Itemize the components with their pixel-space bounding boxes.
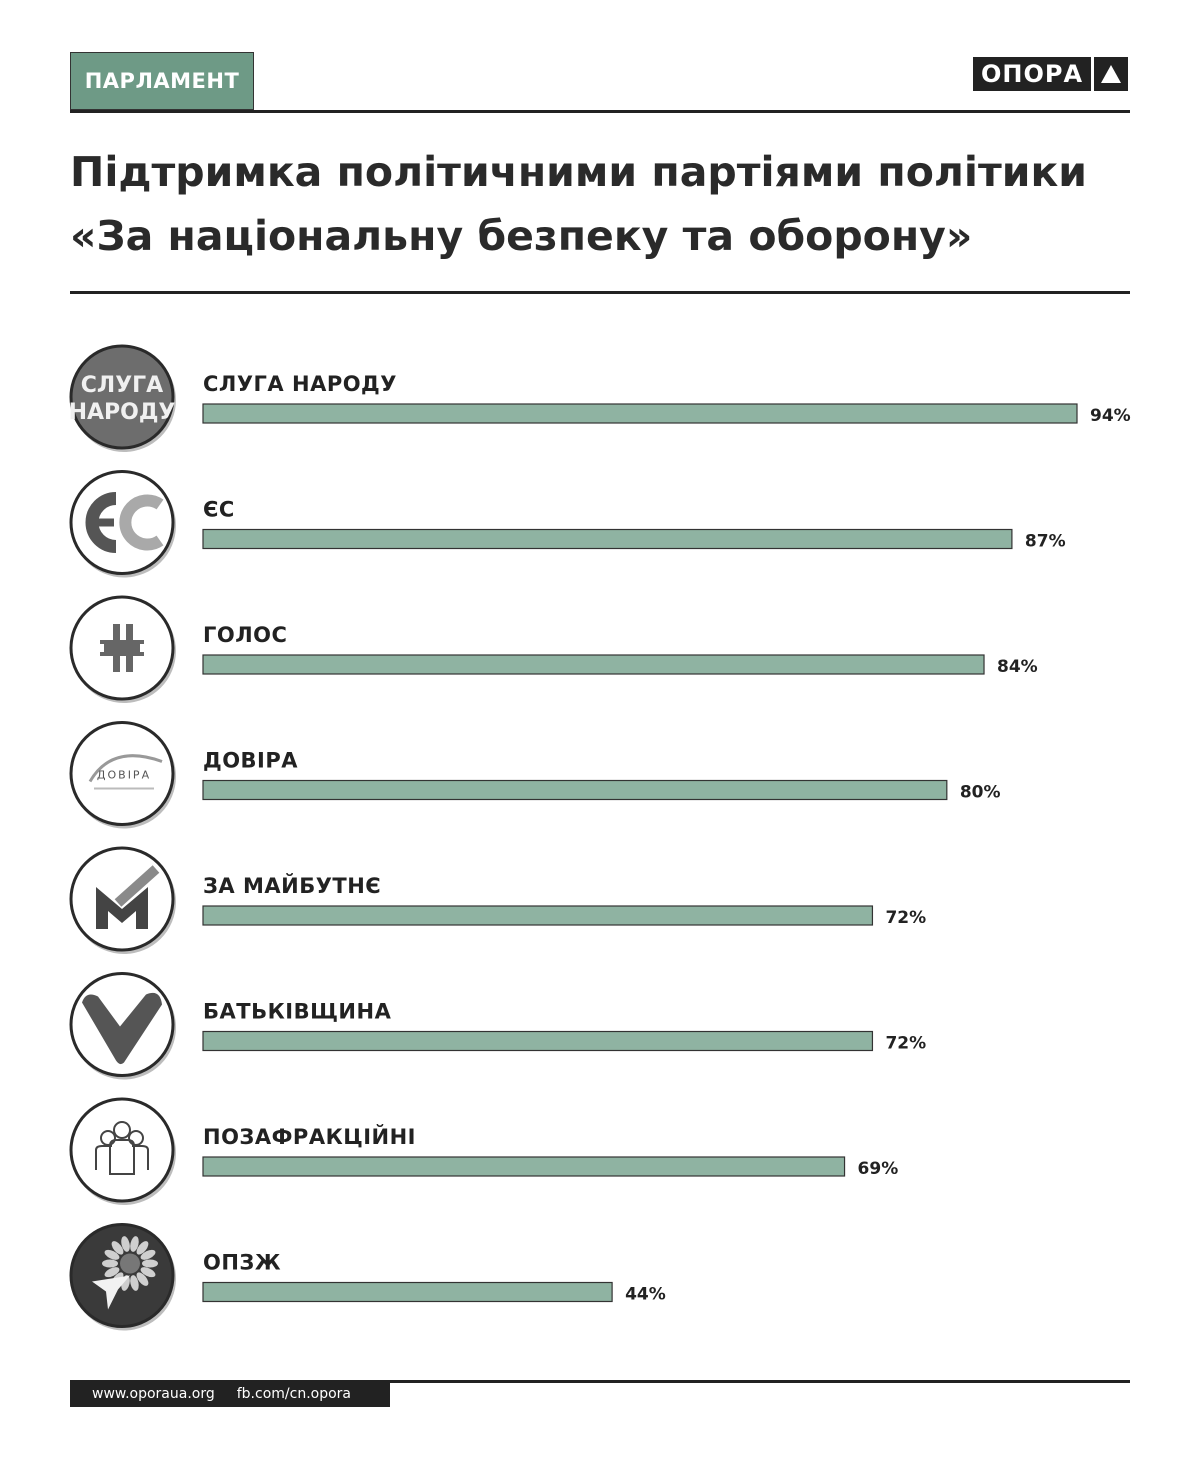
value-label: 72% — [885, 908, 926, 928]
bar — [202, 779, 948, 801]
title-line-1: Підтримка політичними партіями політики — [70, 148, 1088, 196]
category-label: ЗА МАЙБУТНЄ — [203, 873, 381, 898]
es-logo — [69, 470, 176, 578]
party-row: ГОЛОС 84% — [69, 595, 1038, 703]
value-label: 44% — [625, 1285, 666, 1305]
footer-site: www.oporaua.org — [92, 1386, 215, 1402]
page-title: Підтримка політичними партіями політики … — [70, 140, 1130, 268]
value-label: 87% — [1025, 532, 1066, 552]
party-row: ДОВІРА ДОВІРА 80% — [69, 721, 1001, 829]
category-label: ГОЛОС — [203, 623, 287, 647]
category-label: БАТЬКІВЩИНА — [203, 1000, 392, 1024]
value-label: 84% — [997, 657, 1038, 677]
party-row: ЗА МАЙБУТНЄ 72% — [69, 846, 926, 954]
category-label: ДОВІРА — [203, 749, 298, 773]
triangle-icon — [1094, 57, 1129, 91]
value-label: 80% — [960, 783, 1001, 803]
footer-fb: fb.com/cn.opora — [236, 1386, 351, 1402]
opzzh-logo — [69, 1223, 176, 1331]
brand-name: ОПОРА — [973, 57, 1092, 91]
bar — [202, 905, 874, 926]
title-rule — [70, 291, 1130, 294]
party-row: БАТЬКІВЩИНА 72% — [69, 972, 926, 1080]
footer-rule — [70, 1380, 1130, 1383]
people-icon — [69, 1097, 176, 1205]
bar — [202, 1156, 846, 1177]
opora-logo: ОПОРА — [973, 57, 1129, 91]
footer: www.oporaua.org fb.com/cn.opora — [70, 1381, 390, 1407]
category-label: ОПЗЖ — [203, 1251, 281, 1275]
value-label: 72% — [885, 1034, 926, 1054]
header-rule — [70, 110, 1130, 113]
party-row: ЄС 87% — [69, 470, 1066, 578]
sluha-logo-text-1: СЛУГА — [81, 373, 163, 398]
category-label: ЄС — [203, 498, 235, 522]
bar — [202, 1281, 613, 1303]
dovira-logo-text: ДОВІРА — [97, 769, 151, 782]
dovira-logo: ДОВІРА — [69, 721, 176, 829]
bar — [202, 654, 985, 675]
batkivshchyna-logo — [69, 972, 176, 1080]
holos-logo — [69, 595, 176, 703]
party-row: ПОЗАФРАКЦІЙНІ 69% — [69, 1097, 899, 1205]
bar — [202, 403, 1078, 424]
za-maibutnie-logo — [69, 846, 176, 954]
title-line-2: «За національну безпеку та оборону» — [70, 212, 973, 260]
party-row: ОПЗЖ 44% — [69, 1223, 666, 1331]
value-label: 94% — [1090, 406, 1131, 426]
bar — [202, 528, 1013, 550]
section-tag: ПАРЛАМЕНТ — [70, 52, 254, 110]
category-label: ПОЗАФРАКЦІЙНІ — [203, 1124, 416, 1149]
category-label: СЛУГА НАРОДУ — [203, 372, 397, 396]
sluha-logo-text-2: НАРОДУ — [69, 400, 176, 425]
bar — [202, 1030, 874, 1052]
value-label: 69% — [858, 1159, 899, 1179]
